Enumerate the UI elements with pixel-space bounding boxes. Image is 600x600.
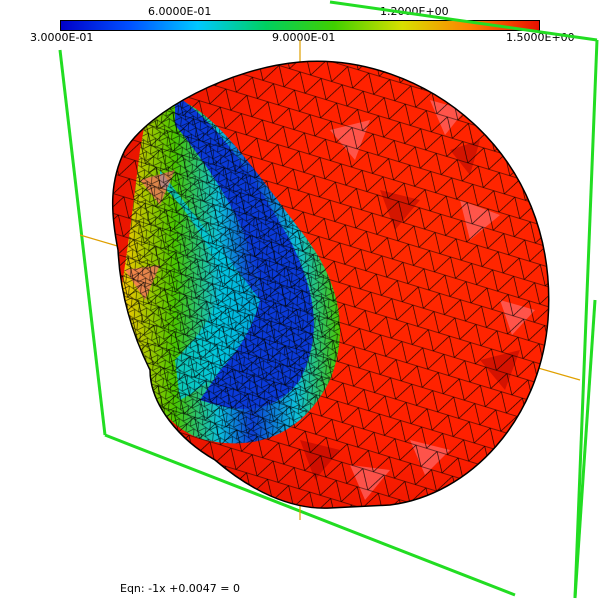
plane-equation: Eqn: -1x +0.0047 = 0 xyxy=(120,582,240,595)
colorbar-tick-label: 1.2000E+00 xyxy=(380,5,449,18)
equation-text: -1x +0.0047 = 0 xyxy=(148,582,241,595)
colorbar-tick-label: 9.0000E-01 xyxy=(272,31,336,44)
bounding-box-front xyxy=(573,39,599,599)
colorbar-tick-label: 3.0000E-01 xyxy=(30,31,94,44)
equation-label: Eqn: xyxy=(120,582,145,595)
colorbar-tick-label: 6.0000E-01 xyxy=(148,5,212,18)
colorbar-gradient xyxy=(60,20,540,31)
field-sphere-mesh xyxy=(112,61,549,509)
